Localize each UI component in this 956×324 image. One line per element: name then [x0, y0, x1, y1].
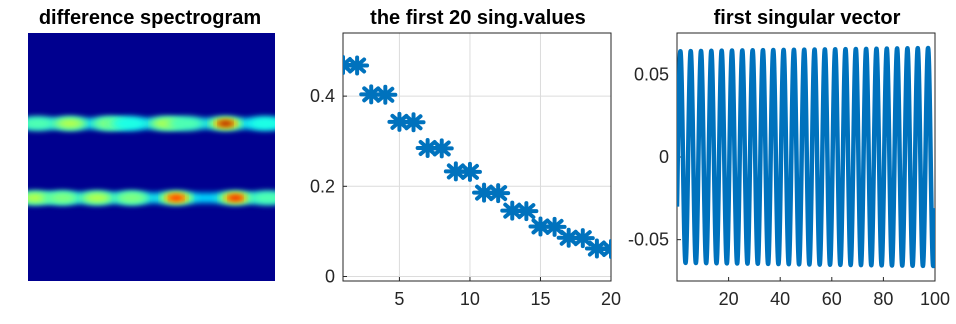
singular-value-marker	[542, 216, 567, 237]
x-tick-label: 20	[601, 289, 621, 309]
y-tick-label: 0.05	[634, 64, 669, 84]
spectrogram-hot-spot	[229, 195, 242, 201]
singular-value-marker	[429, 138, 454, 159]
spectrogram-hot-spot	[249, 190, 275, 205]
spectrogram-hot-spot	[56, 118, 83, 129]
y-tick-label: 0.4	[310, 86, 335, 106]
spectrogram-title: difference spectrogram	[39, 7, 261, 29]
x-tick-label: 80	[873, 289, 893, 309]
spectrogram-hot-spot	[170, 195, 183, 201]
spectrogram-background	[28, 33, 275, 281]
singular-vector-y-ticks: 0.05 0 -0.05	[628, 64, 681, 250]
singular-vector-x-ticks: 20 40 60 80 100	[719, 277, 950, 309]
x-tick-label: 100	[920, 289, 950, 309]
singular-value-marker	[373, 84, 398, 105]
x-tick-label: 10	[460, 289, 480, 309]
x-tick-label: 60	[822, 289, 842, 309]
singular-vector-title: first singular vector	[714, 7, 901, 29]
spectrogram-hot-spot	[247, 116, 275, 131]
spectrogram-hot-spot	[84, 192, 111, 203]
singular-value-marker	[387, 111, 412, 132]
y-tick-label: 0	[325, 266, 335, 286]
singular-vector-line-group	[677, 45, 935, 269]
singular-value-marker	[514, 201, 539, 222]
spectrogram-hot-spot	[111, 116, 148, 131]
spectrogram-bands	[28, 116, 275, 205]
singular-values-markers	[343, 55, 611, 259]
spectrogram-hot-spot	[28, 116, 56, 131]
y-tick-label: 0	[659, 147, 669, 167]
spectrogram-hot-spot	[118, 192, 145, 203]
spectrogram-band-2	[28, 192, 275, 203]
singular-vector-panel: first singular vector 20 40 60 80 100 0.05 0 -…	[628, 7, 950, 309]
singular-vector-line	[677, 45, 935, 269]
singular-values-y-ticks: 0 0.2 0.4	[310, 86, 347, 286]
singular-values-axes-box	[342, 32, 612, 282]
singular-value-marker	[599, 238, 611, 259]
singular-value-marker	[457, 161, 482, 182]
y-tick-label: -0.05	[628, 230, 669, 250]
x-tick-label: 40	[770, 289, 790, 309]
singular-value-marker	[345, 55, 370, 76]
singular-value-marker	[486, 183, 511, 204]
singular-values-title: the first 20 sing.values	[370, 7, 586, 29]
x-tick-label: 5	[394, 289, 404, 309]
spectrogram-hot-spot	[49, 192, 76, 203]
x-tick-label: 15	[530, 289, 550, 309]
spectrogram-hot-spot	[219, 120, 232, 127]
singular-value-marker	[401, 112, 426, 133]
singular-values-grid	[343, 33, 612, 281]
spectrogram-panel: difference spectrogram	[28, 7, 275, 281]
x-tick-label: 20	[719, 289, 739, 309]
spectrogram-hot-spot	[168, 116, 205, 131]
spectrogram-hot-spot	[28, 192, 49, 203]
singular-values-x-ticks: 5 10 15 20	[394, 277, 621, 309]
singular-value-marker	[570, 228, 595, 249]
y-tick-label: 0.2	[310, 176, 335, 196]
singular-values-panel: the first 20 sing.values 5 10 15 20 0 0.2 0.4	[310, 7, 621, 309]
